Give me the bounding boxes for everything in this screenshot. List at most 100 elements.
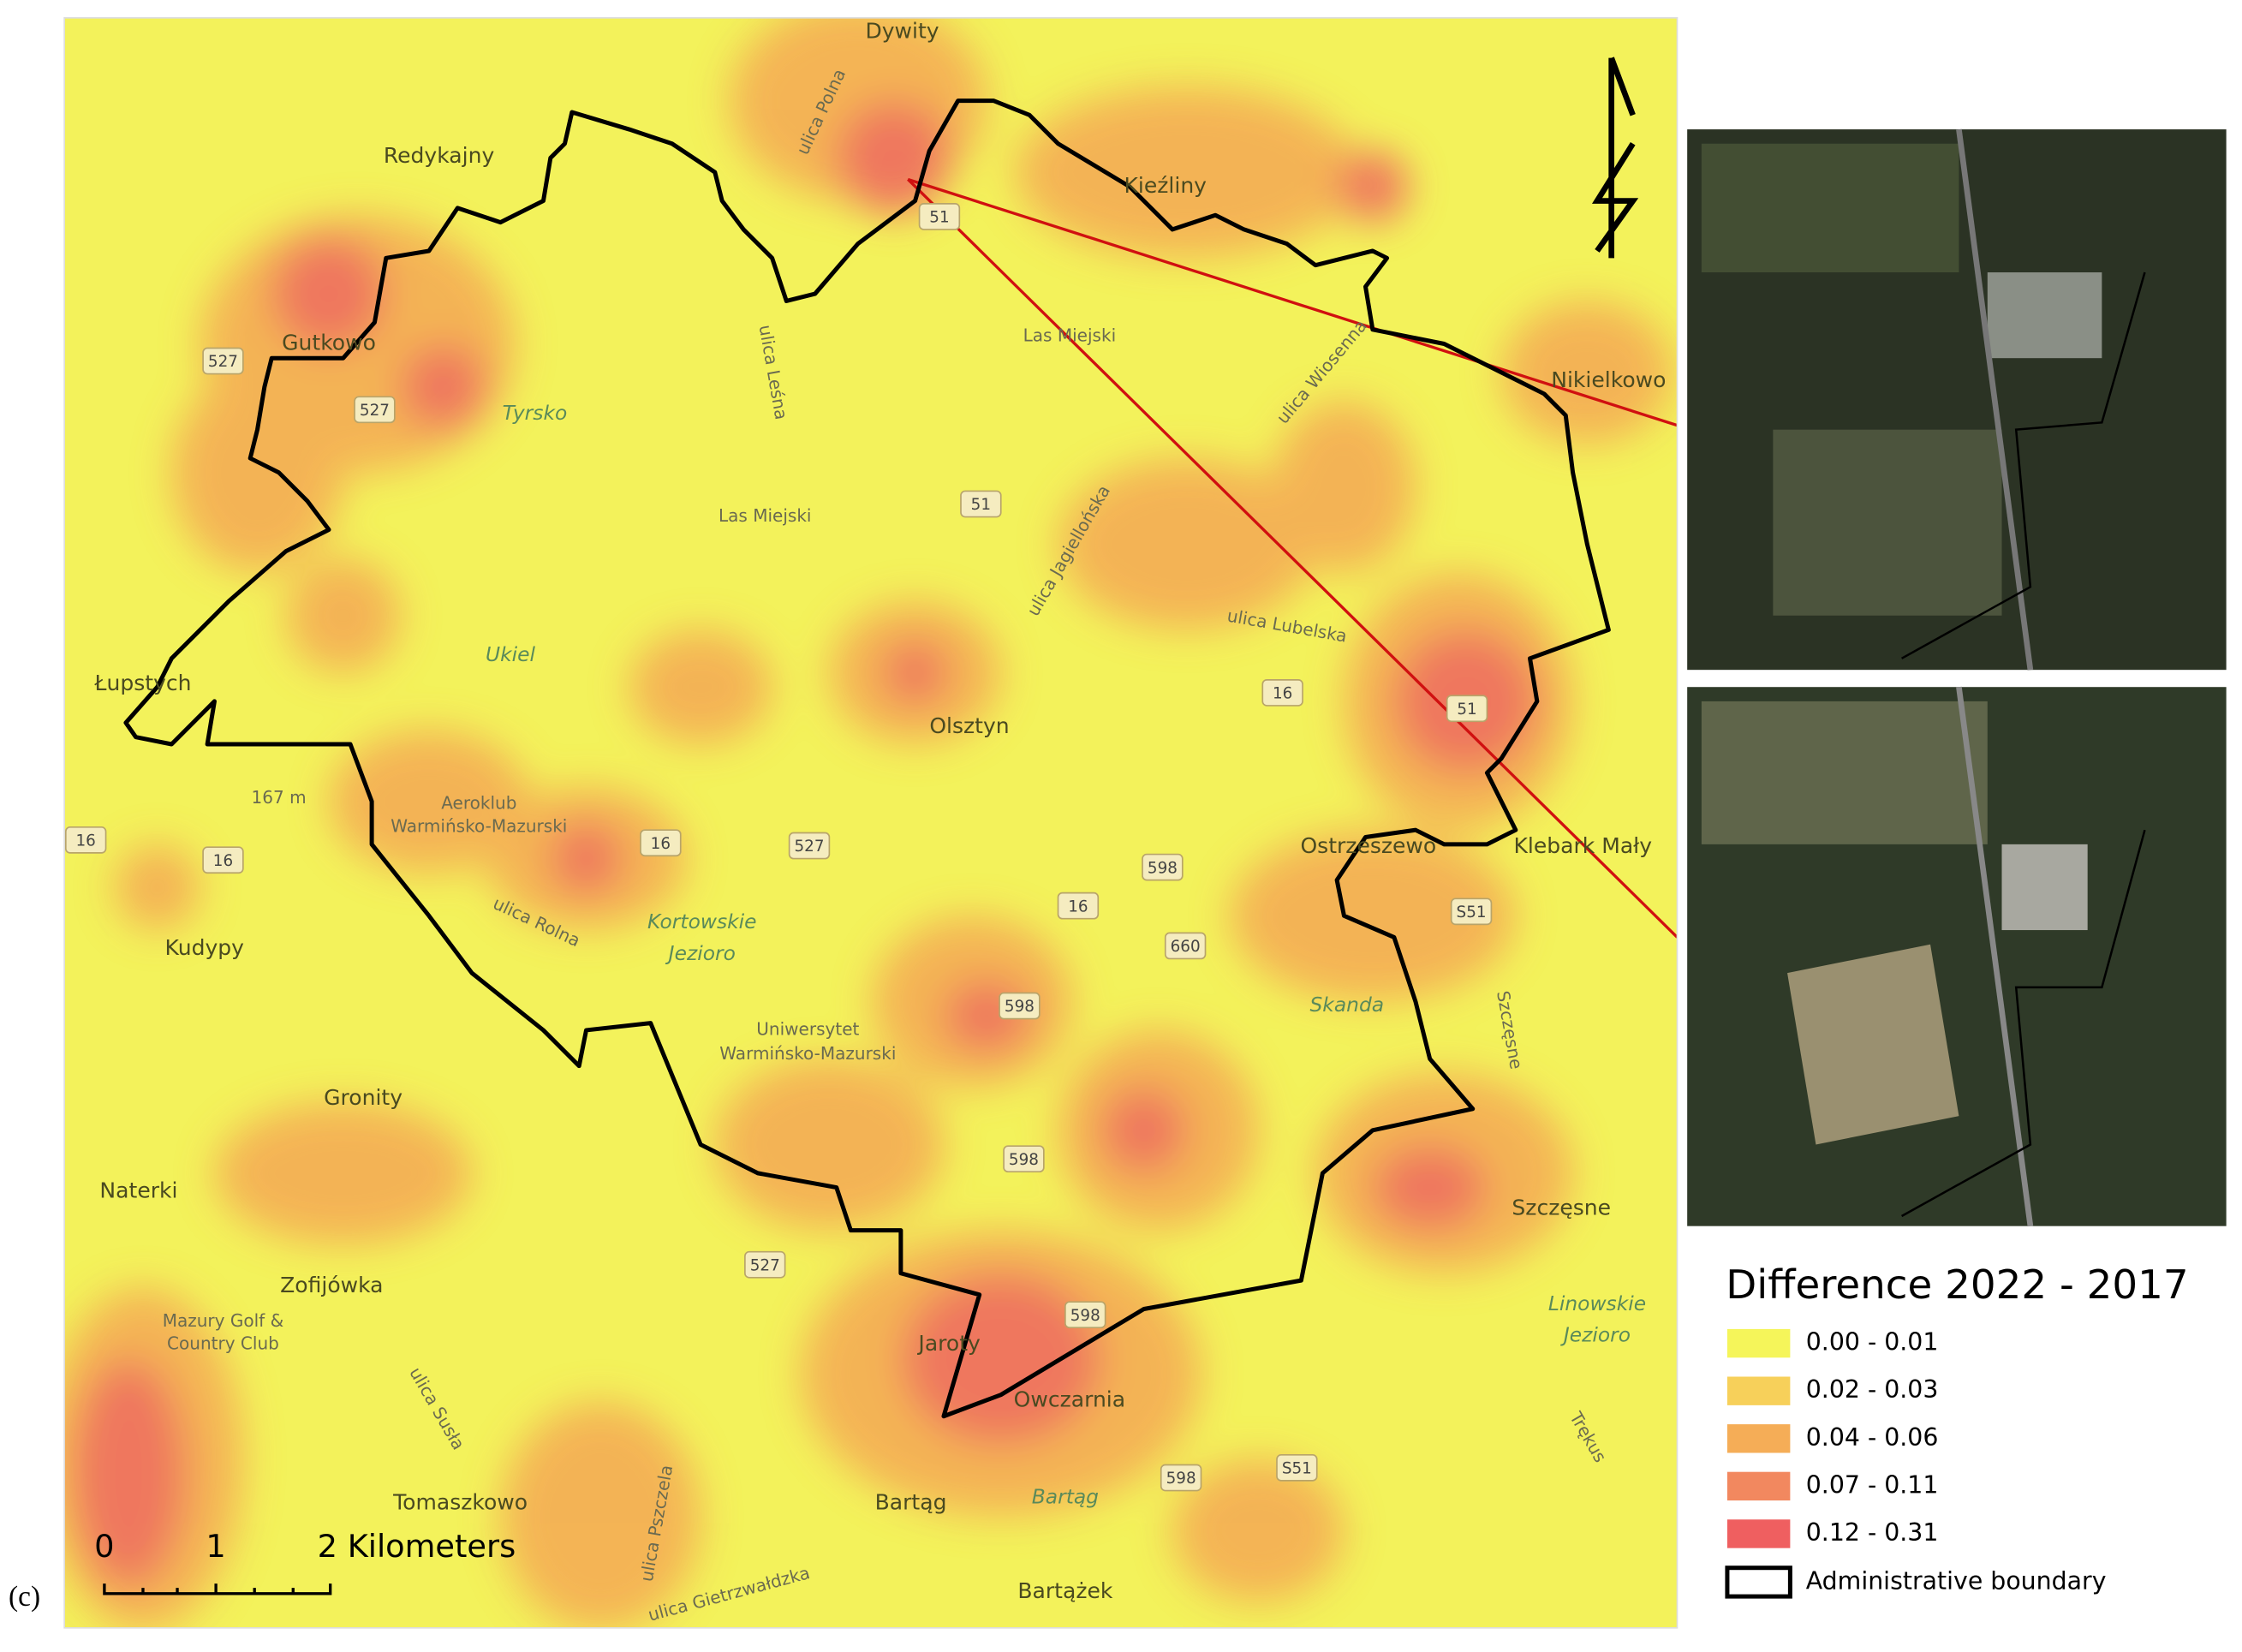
road-shield [1160,1464,1202,1492]
place-label: Klebark Mały [1513,833,1652,858]
road-number: 51 [1457,701,1476,719]
place-label: Skanda [1309,993,1384,1017]
place-label: Uniwersytet [756,1018,859,1039]
place-label: Las Miejski [1023,325,1117,346]
scale-label: 2 Kilometers [318,1528,516,1565]
place-label: Bartążek [1017,1578,1112,1603]
road-number: 16 [75,832,95,850]
place-label: Las Miejski [719,505,811,526]
road-shield [1261,679,1303,707]
road-number: 598 [1070,1307,1100,1325]
place-label: Aeroklub [441,793,516,814]
road-shield [354,396,396,424]
place-label: Nikielkowo [1551,367,1666,392]
legend-label: 0.07 - 0.11 [1806,1470,1939,1499]
road-shield [202,347,244,375]
road-number: 527 [208,353,238,371]
place-label: Bartąg [1032,1484,1099,1508]
road-number: 527 [794,838,824,856]
road-shield [202,846,244,874]
place-label: Łupstych [93,671,191,695]
place-label: Kudypy [165,935,245,960]
place-label: Jezioro [1560,1323,1631,1347]
legend-label: 0.02 - 0.03 [1806,1375,1939,1404]
heat-map: Dywity Redykajny Kieźliny Gutkowo Tyrsko… [64,17,1678,1628]
road-number: 51 [929,209,949,227]
road-shield [1057,892,1100,920]
place-label: Gronity [324,1085,402,1110]
legend-label: Administrative boundary [1806,1566,2107,1595]
place-label: Jaroty [916,1331,981,1356]
road-number: 660 [1171,938,1201,956]
road-number: 598 [1005,998,1035,1016]
road-shield [1064,1301,1106,1329]
road-shield [999,992,1041,1020]
legend-swatch [1726,1424,1791,1453]
road-number: 527 [360,402,390,420]
place-label: Kortowskie [647,909,757,933]
road-number: 598 [1009,1151,1039,1169]
place-label: Country Club [167,1333,279,1354]
inset-before [1687,128,2227,671]
road-shield [640,829,682,857]
place-label: Jezioro [665,941,736,965]
road-number: 598 [1148,859,1178,877]
legend-swatch [1726,1376,1791,1405]
legend-swatch [1726,1519,1791,1548]
place-label: Redykajny [384,143,495,168]
road-shield [788,832,831,860]
place-label: Mazury Golf & [163,1310,284,1331]
road-shield [1164,932,1207,960]
place-label: Warmińsko-Mazurski [391,815,567,836]
road-number: 16 [651,835,671,853]
legend-swatch [1726,1328,1791,1358]
place-label: Ukiel [486,642,535,666]
scale-bar: 0 1 2 Kilometers [94,1528,516,1595]
place-label: Tyrsko [503,401,568,425]
panel-label: (c) [9,1581,40,1613]
place-label: Linowskie [1548,1291,1646,1315]
place-label: Bartąg [875,1490,947,1515]
legend-title: Difference 2022 - 2017 [1726,1262,2188,1309]
legend-label: 0.12 - 0.31 [1806,1518,1939,1547]
road-number: 598 [1166,1470,1196,1488]
scale-label: 1 [206,1528,225,1565]
legend-swatch [1725,1566,1792,1599]
road-shield [1446,695,1488,723]
legend-label: 0.00 - 0.01 [1806,1328,1939,1357]
map-frame [63,16,1679,1629]
inset-after [1687,686,2227,1227]
road-shield [1450,898,1493,926]
road-number: S51 [1282,1460,1312,1478]
place-label: Dywity [865,19,939,44]
place-label: Gutkowo [282,330,376,355]
place-label: Szczęsne [1512,1196,1611,1220]
road-shield [960,490,1002,518]
road-shield [1276,1453,1318,1482]
road-number: S51 [1457,904,1487,921]
place-label: Zofijówka [280,1273,383,1297]
place-label: Olsztyn [929,713,1009,738]
place-label: Ostrzeszewo [1300,833,1436,858]
scale-label: 0 [94,1528,114,1565]
road-shield [1142,853,1184,881]
road-shield [64,826,107,854]
place-label: Warmińsko-Mazurski [719,1043,896,1064]
road-number: 16 [1068,898,1088,915]
road-number: 16 [213,852,233,870]
road-shield [744,1250,786,1279]
road-shield [918,203,961,230]
north-arrow [1591,57,1639,259]
legend-label: 0.04 - 0.06 [1806,1423,1939,1452]
place-label: Tomaszkowo [392,1490,528,1515]
road-shield [1003,1145,1045,1173]
place-label: Owczarnia [1014,1387,1125,1411]
place-label: Kieźliny [1124,173,1207,198]
place-label: Naterki [99,1178,177,1203]
legend-swatch [1726,1471,1791,1501]
legend: Difference 2022 - 2017 Administrative bo… [1725,1262,2189,1599]
road-number: 16 [1273,685,1292,703]
place-label: 167 m [252,787,307,808]
road-number: 51 [971,496,991,514]
